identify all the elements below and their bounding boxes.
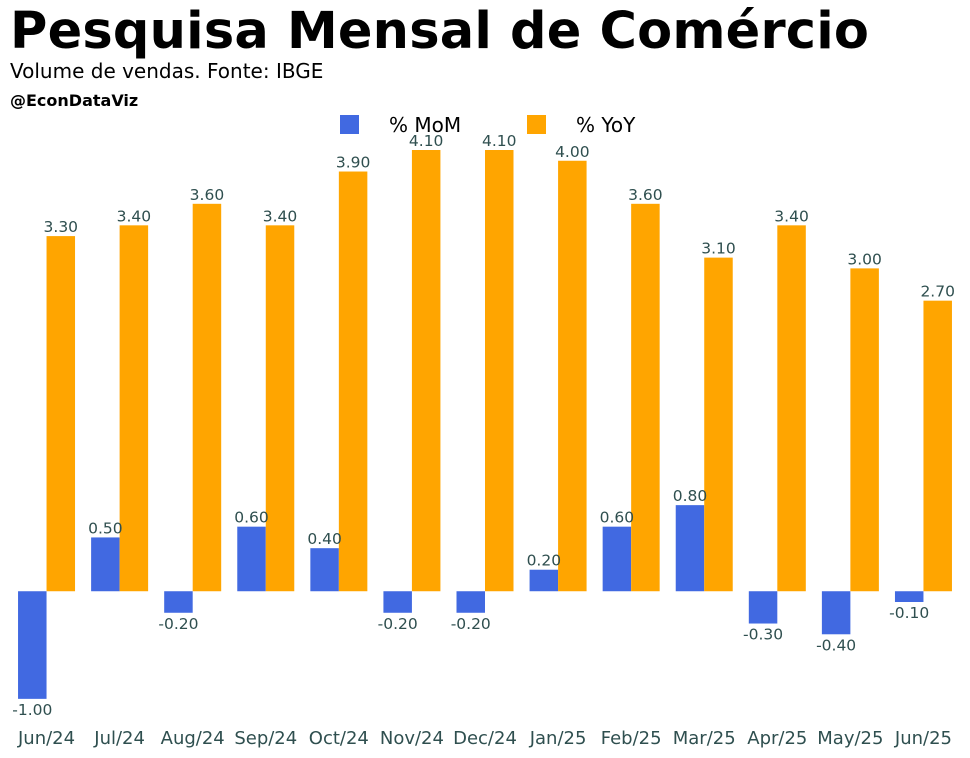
x-tick-label: Nov/24 (380, 728, 444, 749)
author-handle: @EconDataViz (10, 91, 139, 110)
data-label-yoy: 3.60 (628, 186, 663, 204)
x-tick-label: Apr/25 (747, 728, 807, 749)
x-tick-label: Aug/24 (161, 728, 225, 749)
bar-mom-sep-24 (237, 526, 266, 592)
bar-yoy-mar-25 (704, 257, 733, 592)
bar-yoy-aug-24 (192, 203, 222, 592)
x-axis-tick-labels: Jun/24 Jul/24 Aug/24 Sep/24 Oct/24 Nov/24 Dec/… (17, 728, 952, 749)
bar-mom-feb-25 (602, 526, 632, 592)
data-label-mom: -0.20 (451, 615, 491, 633)
legend-swatch-yoy (527, 115, 546, 134)
bar-yoy-jan-25 (558, 160, 587, 592)
bar-mom-jun-24 (18, 591, 47, 699)
x-tick-label: Jul/24 (93, 728, 145, 749)
x-tick-label: Jun/24 (17, 728, 75, 749)
data-label-mom: -0.10 (889, 604, 929, 622)
x-tick-label: Jun/25 (894, 728, 952, 749)
data-label-mom: -0.20 (158, 615, 198, 633)
bar-mom-jun-25 (894, 591, 924, 602)
legend-label-yoy: % YoY (576, 113, 636, 137)
data-label-yoy: 3.40 (263, 207, 298, 225)
data-label-mom: 0.40 (307, 530, 342, 548)
data-labels: -1.00 3.30 0.50 3.40 -0.20 3.60 0.60 3.40 0.40 3.… (12, 132, 955, 719)
bar-yoy-sep-24 (265, 225, 295, 592)
data-label-mom: 0.20 (527, 552, 562, 570)
data-label-yoy: 3.60 (190, 186, 225, 204)
data-label-yoy: 3.10 (701, 240, 736, 258)
data-label-mom: -0.30 (743, 626, 783, 644)
legend-swatch-mom (340, 115, 359, 134)
data-label-yoy: 4.00 (555, 143, 590, 161)
x-tick-label: Dec/24 (453, 728, 517, 749)
bar-mom-apr-25 (748, 591, 778, 624)
data-label-mom: 0.60 (600, 509, 635, 527)
bar-yoy-oct-24 (338, 171, 368, 592)
data-label-mom: -1.00 (12, 701, 52, 719)
data-label-yoy: 3.40 (774, 207, 809, 225)
data-label-yoy: 4.10 (482, 132, 517, 150)
data-label-yoy: 3.30 (44, 218, 79, 236)
bar-yoy-nov-24 (411, 150, 441, 592)
bar-mom-nov-24 (383, 591, 412, 613)
bar-mom-may-25 (821, 591, 851, 635)
data-label-yoy: 4.10 (409, 132, 444, 150)
chart-subtitle: Volume de vendas. Fonte: IBGE (10, 59, 324, 83)
data-label-mom: 0.80 (673, 487, 708, 505)
data-label-mom: 0.60 (234, 509, 269, 527)
data-label-mom: 0.50 (88, 519, 123, 537)
chart-title: Pesquisa Mensal de Comércio (10, 2, 870, 61)
x-tick-label: Feb/25 (601, 728, 662, 749)
x-tick-label: May/25 (817, 728, 883, 749)
x-tick-label: Mar/25 (673, 728, 736, 749)
bar-yoy-feb-25 (631, 203, 660, 592)
bar-mom-dec-24 (456, 591, 485, 613)
x-tick-label: Oct/24 (309, 728, 369, 749)
bar-yoy-apr-25 (777, 225, 806, 592)
bars (18, 150, 952, 699)
legend-label-mom: % MoM (389, 113, 461, 137)
bar-mom-jul-24 (91, 537, 120, 592)
bar-yoy-may-25 (850, 268, 879, 592)
data-label-yoy: 3.90 (336, 154, 371, 172)
bar-mom-jan-25 (529, 569, 559, 592)
bar-yoy-jun-25 (923, 300, 952, 592)
bar-yoy-dec-24 (485, 150, 514, 592)
bar-mom-aug-24 (164, 591, 193, 613)
legend: % MoM % YoY (340, 113, 636, 137)
bar-mom-oct-24 (310, 548, 339, 592)
x-tick-label: Jan/25 (529, 728, 587, 749)
bar-yoy-jun-24 (46, 236, 76, 592)
data-label-mom: -0.20 (378, 615, 418, 633)
data-label-yoy: 3.00 (847, 250, 882, 268)
bar-mom-mar-25 (675, 505, 705, 592)
x-tick-label: Sep/24 (234, 728, 297, 749)
data-label-yoy: 3.40 (117, 207, 152, 225)
bar-yoy-jul-24 (119, 225, 149, 592)
data-label-yoy: 2.70 (920, 283, 955, 301)
data-label-mom: -0.40 (816, 636, 856, 654)
